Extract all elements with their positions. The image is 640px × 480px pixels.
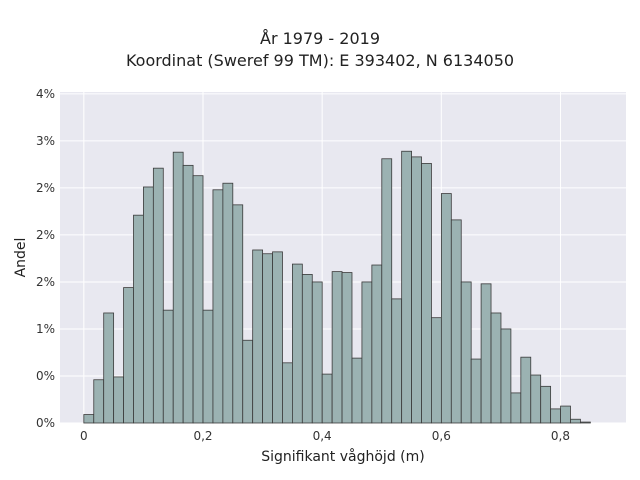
histogram-bar — [361, 281, 373, 424]
histogram-bar — [510, 392, 522, 424]
histogram-bar — [381, 158, 393, 424]
y-tick-label: 1% — [36, 322, 55, 336]
x-tick-labels: 0 0,2 0,4 0,6 0,8 — [80, 429, 570, 443]
y-tick-label: 2% — [36, 275, 55, 289]
histogram-bar — [133, 214, 144, 424]
histogram-bar — [83, 414, 95, 424]
histogram-bar — [282, 362, 293, 424]
y-tick-label: 3% — [36, 134, 55, 148]
histogram-bar — [242, 339, 254, 424]
y-tick-label: 4% — [36, 87, 55, 101]
x-tick-label: 0,6 — [432, 429, 451, 443]
histogram-bar — [550, 408, 561, 424]
histogram-bar — [421, 163, 432, 424]
histogram-bar — [480, 283, 492, 424]
histogram-bar — [192, 175, 204, 424]
histogram-bar — [440, 193, 452, 424]
chart-title: År 1979 - 2019 — [260, 29, 380, 48]
histogram-bar — [490, 312, 502, 424]
y-axis-label: Andel — [13, 238, 29, 278]
chart-subtitle: Koordinat (Sweref 99 TM): E 393402, N 61… — [125, 51, 515, 70]
histogram-bar — [232, 204, 244, 424]
histogram-bar — [500, 328, 512, 424]
x-tick-label: 0 — [80, 429, 88, 443]
histogram-bar — [301, 274, 313, 424]
bars — [83, 150, 591, 424]
histogram-bar — [291, 263, 303, 424]
histogram-bar — [351, 357, 363, 424]
histogram-bar — [331, 271, 343, 424]
x-tick-label: 0,4 — [313, 429, 332, 443]
histogram-bar — [341, 272, 353, 424]
y-tick-label: 2% — [36, 181, 55, 195]
histogram-bar — [262, 253, 273, 424]
histogram-bar — [212, 189, 224, 424]
y-tick-label: 2% — [36, 228, 55, 242]
x-tick-label: 0,8 — [551, 429, 570, 443]
histogram-bar — [311, 281, 323, 424]
histogram-bar — [123, 287, 134, 424]
x-axis-label: Signifikant våghöjd (m) — [261, 448, 424, 465]
histogram-bar — [321, 373, 333, 424]
y-tick-label: 0% — [36, 416, 55, 430]
histogram-bar — [162, 309, 174, 424]
histogram-bar — [560, 405, 571, 424]
histogram-bar — [152, 167, 164, 424]
histogram-bar — [450, 219, 462, 424]
histogram-bar — [202, 309, 214, 424]
histogram-bar — [93, 379, 105, 424]
histogram-bar — [580, 421, 591, 424]
histogram-bar — [182, 164, 194, 424]
histogram-bar — [172, 151, 184, 424]
histogram-bar — [272, 251, 283, 424]
histogram-bar — [222, 182, 234, 424]
histogram-bar — [530, 374, 542, 424]
y-tick-label: 0% — [36, 369, 55, 383]
histogram-bar — [540, 385, 552, 424]
x-tick-label: 0,2 — [193, 429, 212, 443]
histogram-bar — [520, 356, 532, 424]
histogram-bar — [460, 281, 472, 424]
histogram-bar — [113, 376, 124, 424]
histogram-bar — [103, 312, 115, 424]
histogram-bar — [411, 156, 422, 424]
histogram-bar — [431, 317, 442, 424]
histogram-bar — [470, 358, 482, 424]
histogram-bar — [391, 298, 403, 424]
histogram-bar — [371, 264, 383, 424]
histogram-bar — [570, 418, 581, 424]
histogram-bar — [401, 150, 412, 424]
y-tick-labels: 0% 0% 1% 2% 2% 2% 3% 4% — [36, 87, 55, 430]
histogram-bar — [252, 249, 264, 424]
histogram-bar — [143, 186, 154, 424]
